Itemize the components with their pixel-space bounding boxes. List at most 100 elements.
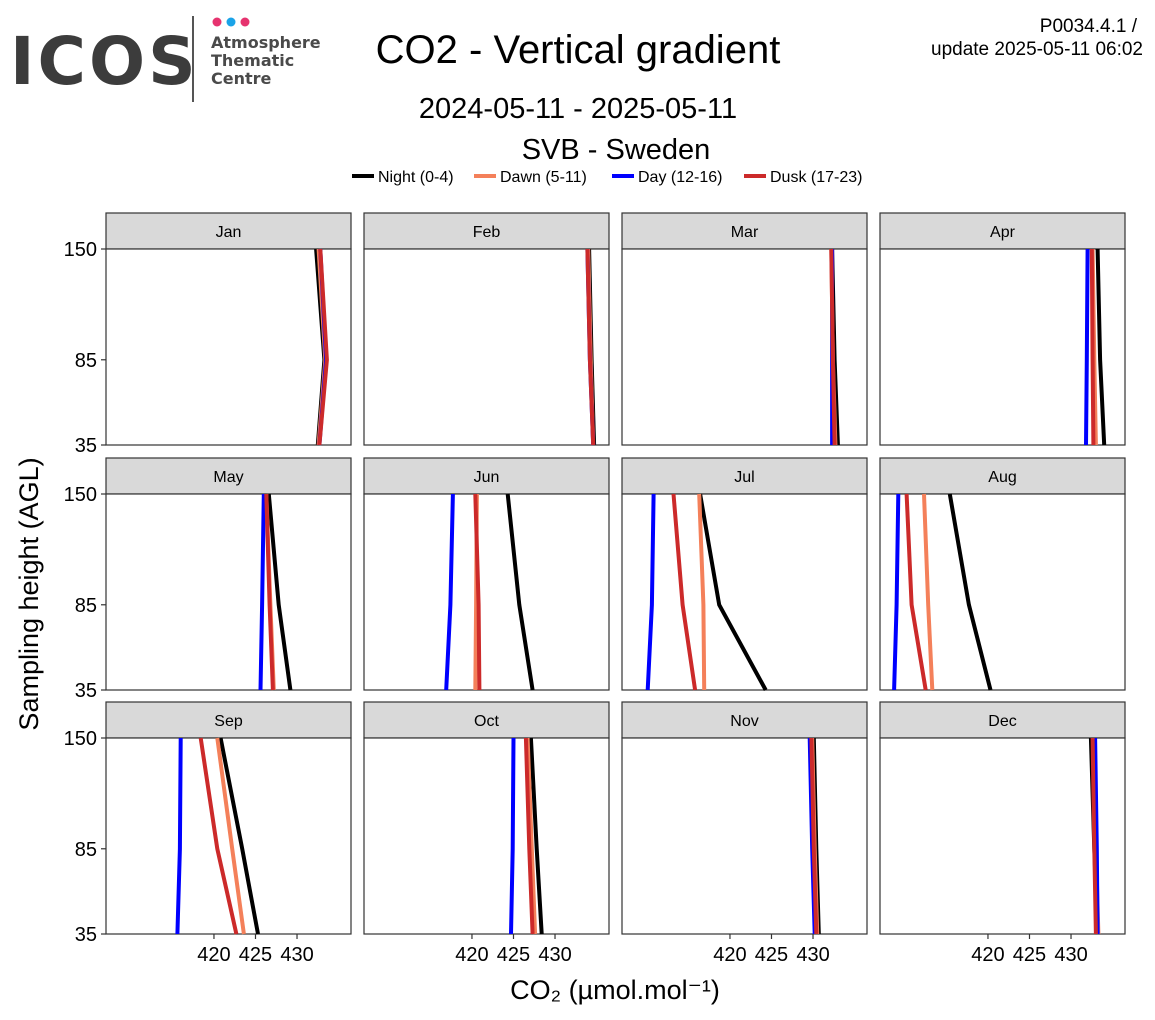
series-line-apr-night [1095,248,1107,446]
panel-plot-nov [621,737,868,935]
panel-title-nov: Nov [730,713,758,730]
panel-feb: Feb [363,212,610,446]
y-tick-label: 85 [75,350,97,372]
legend: Night (0-4) Dawn (5-11) Day (12-16) Dusk… [352,169,862,186]
panel-title-dec: Dec [988,713,1016,730]
panel-title-jun: Jun [474,469,500,486]
x-tick-label: 425 [1013,944,1046,966]
logo-subtitle-1: Atmosphere [211,33,321,52]
panel-may: May 35 85 150 [64,457,352,702]
x-tick-label: 420 [197,944,230,966]
logo-text: ICOS [10,23,199,100]
station-name: SVB - Sweden [522,134,711,166]
panel-title-mar: Mar [731,224,759,241]
panel-strip-aug [879,457,1126,495]
panel-title-aug: Aug [988,469,1016,486]
x-tick-label: 425 [239,944,272,966]
y-tick-label: 85 [75,595,97,617]
x-tick-label: 430 [538,944,571,966]
series-line-may-dusk [264,493,275,691]
series-line-feb-dusk [585,248,596,446]
panel-oct: Oct 420 425 430 [363,701,610,966]
panel-dec: Dec 420 425 430 [879,701,1126,966]
panel-plot-apr [879,248,1126,446]
x-tick-label: 420 [971,944,1004,966]
panel-strip-jan [105,212,352,250]
series-line-apr-dusk [1089,248,1096,446]
series-line-oct-day [509,737,516,935]
panel-jan: Jan 35 85 150 [64,212,352,457]
panel-apr: Apr [879,212,1126,446]
legend-label-night: Night (0-4) [378,169,454,186]
product-id: P0034.4.1 / [1040,16,1138,37]
x-tick-label: 430 [1054,944,1087,966]
y-tick-label: 35 [75,435,97,457]
x-tick-label: 430 [280,944,313,966]
series-line-jul-day [645,493,656,691]
panel-nov: Nov 420 425 430 [621,701,868,966]
panel-plot-mar [621,248,868,446]
series-line-jul-dawn [697,493,707,691]
update-timestamp: update 2025-05-11 06:02 [931,39,1143,60]
panel-strip-oct [363,701,610,739]
logo-dot-2 [226,17,236,27]
legend-label-dusk: Dusk (17-23) [770,169,862,186]
legend-label-dawn: Dawn (5-11) [500,169,587,186]
series-line-aug-dawn [922,493,935,691]
series-line-may-night [266,493,293,691]
series-line-jul-night [698,493,768,691]
series-line-sep-day [175,737,183,935]
panel-plot-oct [363,737,610,935]
icos-logo: ICOS Atmosphere Thematic Centre [10,16,321,102]
y-tick-label: 35 [75,680,97,702]
panel-plot-feb [363,248,610,446]
chart-title: CO2 - Vertical gradient [376,28,781,72]
series-line-aug-day [892,493,901,691]
series-line-jun-dusk [473,493,482,691]
logo-dot-3 [240,17,250,27]
panel-plot-dec [879,737,1126,935]
panel-strip-feb [363,212,610,250]
panel-title-sep: Sep [214,713,243,730]
y-tick-label: 85 [75,839,97,861]
panel-title-feb: Feb [473,224,501,241]
series-line-oct-dusk [523,737,535,935]
legend-label-day: Day (12-16) [638,169,722,186]
panel-strip-nov [621,701,868,739]
panel-strip-sep [105,701,352,739]
panel-strip-dec [879,701,1126,739]
panel-title-jul: Jul [734,469,754,486]
panel-strip-jun [363,457,610,495]
panel-strip-apr [879,212,1126,250]
y-tick-label: 35 [75,924,97,946]
series-line-aug-dusk [904,493,928,691]
y-tick-label: 150 [64,484,97,506]
series-line-sep-dusk [198,737,239,935]
logo-subtitle-3: Centre [211,69,272,88]
series-line-aug-night [947,493,993,691]
panel-jul: Jul [621,457,868,691]
series-line-sep-night [218,737,260,935]
date-range: 2024-05-11 - 2025-05-11 [419,93,737,125]
logo-subtitle-2: Thematic [211,51,294,70]
panel-strip-jul [621,457,868,495]
x-tick-label: 425 [497,944,530,966]
x-tick-label: 430 [796,944,829,966]
series-line-nov-dusk [809,737,819,935]
panel-aug: Aug [879,457,1126,691]
panel-plot-aug [879,493,1126,691]
y-tick-label: 150 [64,728,97,750]
panel-title-may: May [213,469,243,486]
y-axis-title: Sampling height (AGL) [14,457,44,730]
series-line-jun-night [505,493,535,691]
series-line-jun-day [444,493,455,691]
series-line-mar-dusk [829,248,837,446]
panel-plot-jan [105,248,352,446]
x-tick-label: 425 [755,944,788,966]
panel-title-apr: Apr [990,224,1016,241]
x-axis-title: CO₂ (µmol.mol⁻¹) [510,975,720,1005]
panel-title-oct: Oct [474,713,499,730]
panel-sep: Sep 35 85 150 420 425 430 [64,701,352,966]
panel-mar: Mar [621,212,868,446]
